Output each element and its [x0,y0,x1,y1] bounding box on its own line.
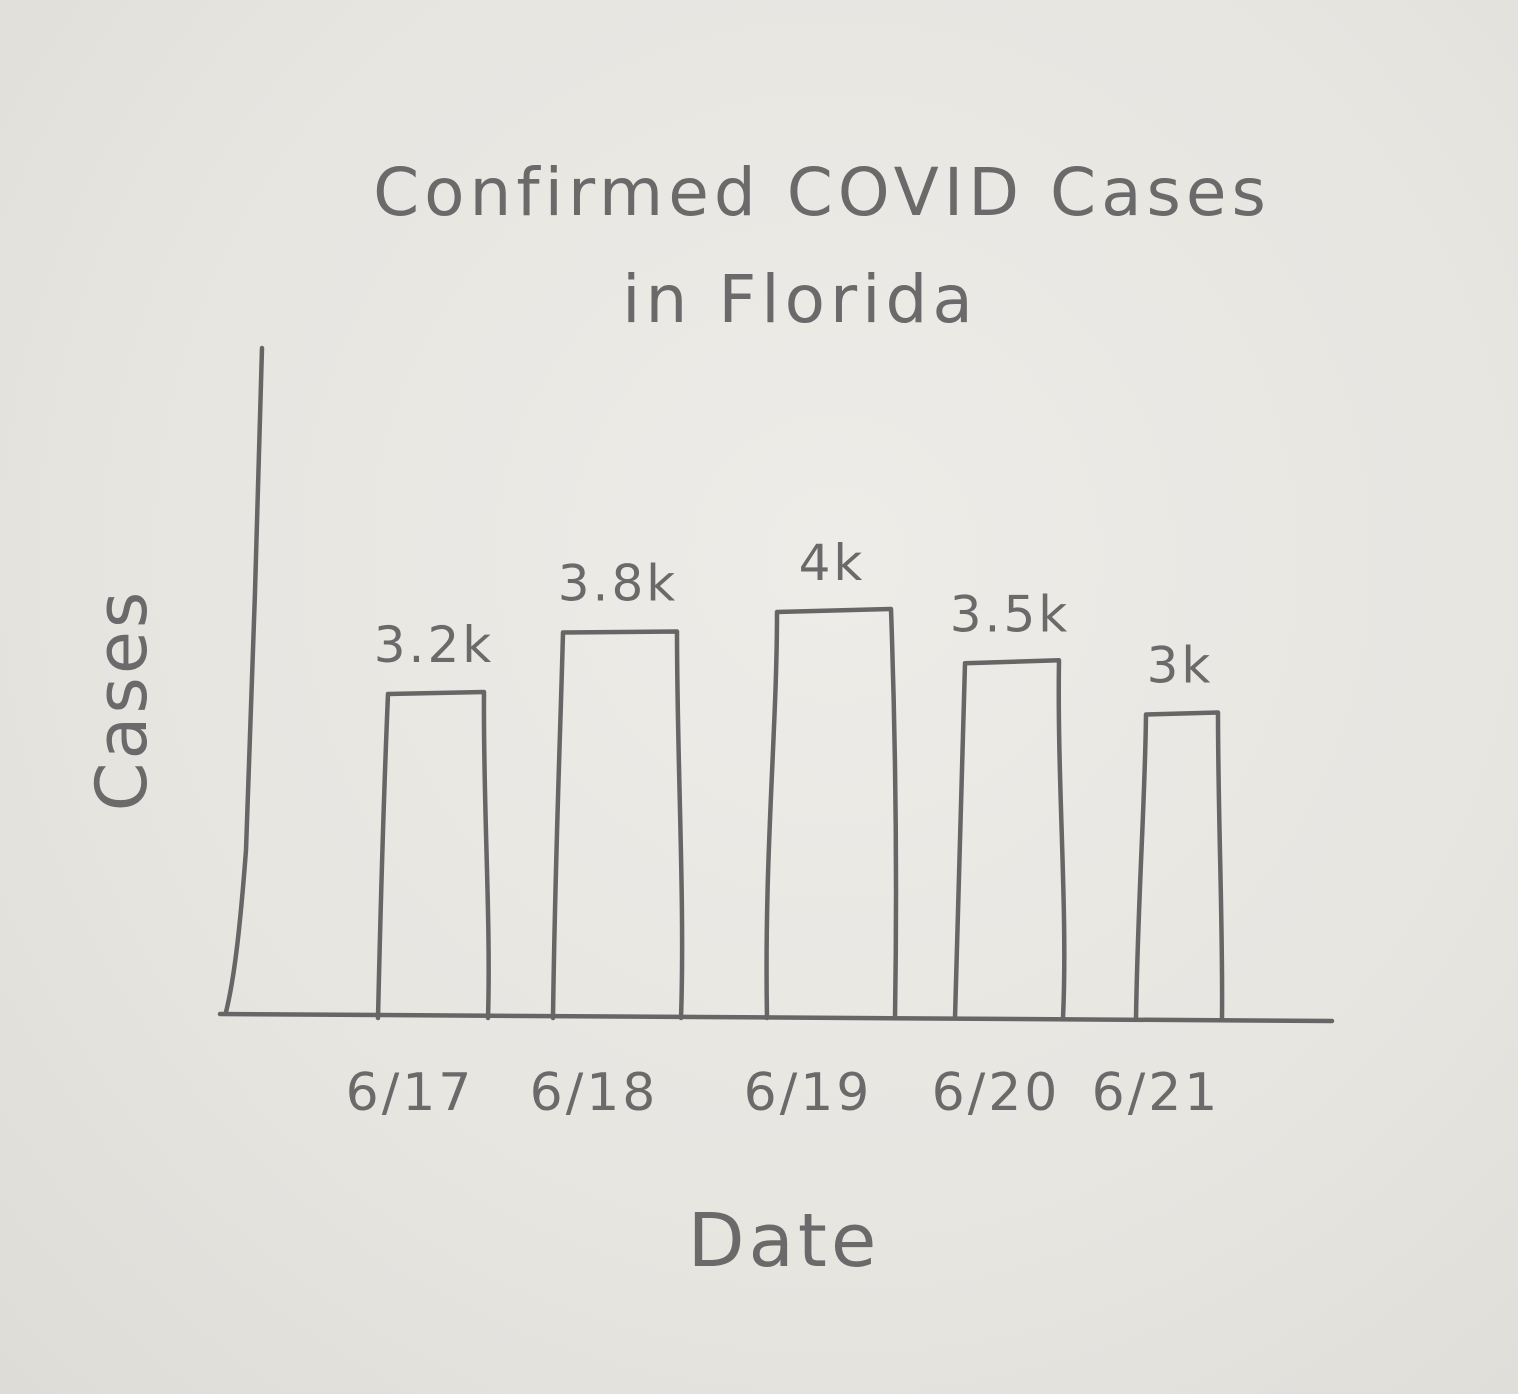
data-label-6-20: 3.5k [950,585,1070,643]
x-axis-label: Date [688,1198,881,1284]
data-label-6-19: 4k [799,534,866,592]
bars-group [375,606,1225,1021]
x-tick-label-6-21: 6/21 [1092,1063,1221,1123]
x-axis-line [217,1011,1335,1024]
chart-title-line-2: in Florida [622,261,978,338]
bar-6-21 [1133,710,1225,1021]
data-label-6-18: 3.8k [558,555,678,613]
data-labels-group: 3.2k 3.8k 4k 3.5k 3k [374,534,1214,695]
data-label-6-17: 3.2k [374,616,494,674]
y-axis-line [223,345,265,1015]
bar-6-20 [952,658,1067,1021]
chart-title: Confirmed COVID Cases in Florida [373,154,1271,338]
x-tick-label-6-19: 6/19 [744,1063,873,1123]
bar-6-17 [375,689,491,1021]
bar-6-19 [764,606,899,1021]
x-tick-labels-group: 6/17 6/18 6/19 6/20 6/21 [346,1063,1221,1123]
x-tick-label-6-20: 6/20 [932,1063,1061,1123]
data-label-6-21: 3k [1147,637,1214,695]
bar-6-18 [550,629,685,1021]
axes [217,345,1335,1024]
chart-title-line-1: Confirmed COVID Cases [373,154,1271,231]
y-axis-label: Cases [81,589,163,812]
x-tick-label-6-17: 6/17 [346,1063,475,1123]
x-tick-label-6-18: 6/18 [530,1063,659,1123]
